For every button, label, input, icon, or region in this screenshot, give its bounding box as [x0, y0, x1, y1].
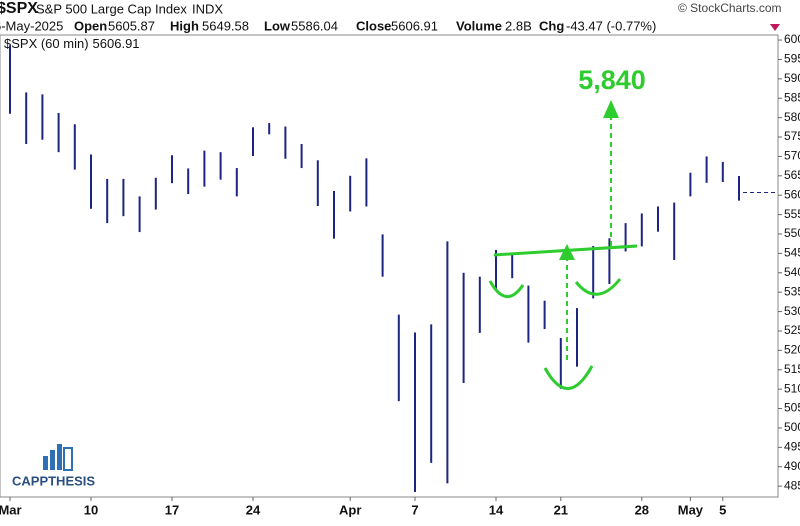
y-tick-label: 5300 — [784, 304, 800, 318]
arrow-head — [559, 244, 575, 260]
y-tick-label: 6000 — [784, 32, 800, 46]
y-tick-label: 5800 — [784, 110, 800, 124]
y-tick-label: 5750 — [784, 129, 800, 143]
credit: © StockCharts.com — [678, 1, 782, 15]
logo-frame — [63, 447, 73, 471]
x-tick-label: 14 — [489, 502, 504, 517]
y-tick-label: 5600 — [784, 187, 800, 201]
y-tick-label: 5150 — [784, 362, 800, 376]
target-label: 5,840 — [578, 65, 646, 95]
quote-value: 5606.91 — [391, 18, 438, 33]
arrow-head — [603, 100, 619, 118]
x-tick-label: 7 — [411, 502, 418, 517]
exchange: INDX — [192, 1, 223, 16]
menu-arrow[interactable] — [770, 24, 780, 31]
y-tick-label: 5400 — [784, 265, 800, 279]
x-tick-label: 10 — [84, 502, 98, 517]
logo: CAPPTHESIS — [12, 444, 95, 488]
logo-text: CAPPTHESIS — [12, 473, 95, 488]
y-tick-label: 5550 — [784, 207, 800, 221]
legend-value: 5606.91 — [93, 36, 140, 51]
x-tick-label: Apr — [339, 502, 361, 517]
legend: $SPX (60 min) 5606.91 — [4, 36, 140, 51]
quote-label: Volume — [456, 18, 502, 33]
y-tick-label: 5500 — [784, 226, 800, 240]
quote-label: Low — [264, 18, 291, 33]
left-shoulder — [488, 280, 525, 298]
y-tick-label: 5700 — [784, 149, 800, 163]
y-tick-label: 4900 — [784, 459, 800, 473]
y-tick-label: 5250 — [784, 323, 800, 337]
y-tick-label: 5850 — [784, 90, 800, 104]
head — [543, 365, 594, 390]
y-tick-label: 5350 — [784, 284, 800, 298]
quote-label: Close — [356, 18, 391, 33]
logo-bar — [43, 456, 48, 470]
x-axis: Mar 10 17 24 Apr 7 14 21 28 May 5 — [0, 497, 726, 517]
quote-value: 5586.04 — [291, 18, 338, 33]
quote-row: Open 5605.87 High 5649.58 Low 5586.04 Close 560… — [74, 18, 656, 33]
x-tick-label: May — [678, 502, 704, 517]
x-tick-label: 21 — [554, 502, 568, 517]
x-tick-label: 24 — [246, 502, 261, 517]
quote-date: 6-May-2025 — [0, 18, 63, 33]
y-tick-label: 5900 — [784, 71, 800, 85]
legend-name: $SPX (60 min) — [4, 36, 89, 51]
x-tick-label: 17 — [165, 502, 179, 517]
right-shoulder — [574, 278, 622, 296]
y-tick-label: 5100 — [784, 381, 800, 395]
quote-value: 5649.58 — [202, 18, 249, 33]
y-tick-label: 5200 — [784, 343, 800, 357]
quote-value: 2.8B — [505, 18, 532, 33]
logo-bar — [50, 450, 55, 470]
x-tick-label: Mar — [0, 502, 22, 517]
symbol: $SPX — [0, 0, 38, 17]
y-tick-label: 5450 — [784, 246, 800, 260]
logo-bar — [57, 444, 62, 470]
price-bars — [9, 45, 778, 492]
x-tick-label: 28 — [635, 502, 649, 517]
quote-value: 5605.87 — [108, 18, 155, 33]
plot-frame — [0, 34, 779, 498]
y-tick-label: 4850 — [784, 478, 800, 492]
y-tick-label: 5000 — [784, 420, 800, 434]
x-tick-label: 5 — [719, 502, 726, 517]
y-tick-label: 5650 — [784, 168, 800, 182]
y-tick-label: 5950 — [784, 52, 800, 66]
quote-label: Chg — [539, 18, 564, 33]
subtitle: S&P 500 Large Cap Index — [36, 1, 187, 16]
quote-label: High — [170, 18, 199, 33]
quote-label: Open — [74, 18, 107, 33]
quote-value: -43.47 (-0.77%) — [566, 18, 656, 33]
